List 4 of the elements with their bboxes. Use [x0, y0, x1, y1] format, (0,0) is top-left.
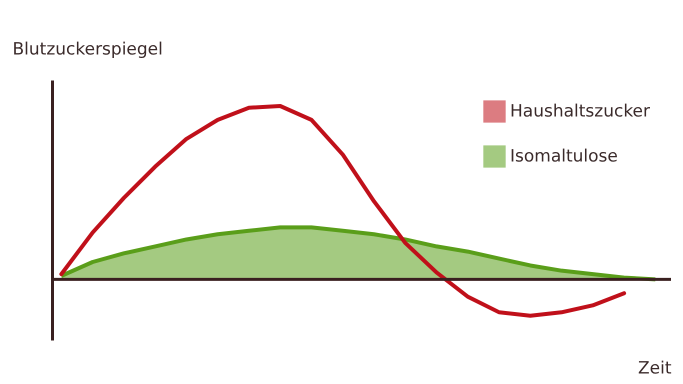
- legend-label: Haushaltszucker: [510, 102, 650, 122]
- y-axis-title: Blutzuckerspiegel: [12, 40, 163, 60]
- x-axis-title: Zeit: [638, 358, 672, 378]
- legend-label: Isomaltulose: [510, 146, 618, 166]
